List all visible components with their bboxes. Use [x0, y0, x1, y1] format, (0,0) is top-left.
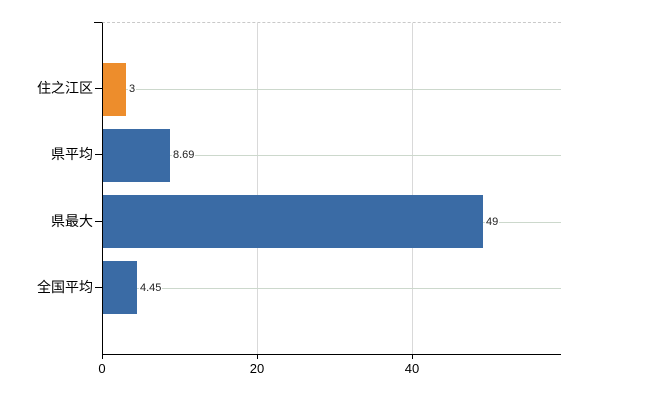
gridline-horizontal — [103, 155, 561, 156]
bar-value-label: 4.45 — [139, 281, 163, 295]
y-axis-category-label: 県平均 — [51, 146, 93, 162]
bar[interactable] — [103, 129, 170, 182]
bar[interactable] — [103, 195, 483, 248]
bar[interactable] — [103, 63, 126, 116]
y-axis-tick — [95, 221, 102, 222]
x-axis-tick — [102, 354, 103, 359]
gridline-horizontal — [103, 89, 561, 90]
x-axis-tick-label: 20 — [249, 361, 265, 376]
x-axis-tick — [257, 354, 258, 359]
bar-value-label: 3 — [128, 82, 137, 96]
x-axis-tick — [412, 354, 413, 359]
gridline-vertical — [257, 23, 258, 354]
y-axis-tick — [95, 287, 102, 288]
y-axis-tick — [95, 88, 102, 89]
y-axis-tick — [95, 154, 102, 155]
y-axis-category-label: 県最大 — [51, 213, 93, 229]
y-axis-category-label: 住之江区 — [37, 80, 93, 96]
gridline-horizontal — [103, 288, 561, 289]
gridline-vertical — [412, 23, 413, 354]
bar[interactable] — [103, 261, 137, 314]
bar-value-label: 49 — [485, 215, 500, 229]
plot-area: 3 8.69 49 4.45 — [102, 22, 561, 355]
bar-value-label: 8.69 — [172, 148, 196, 162]
y-axis-category-label: 全国平均 — [37, 279, 93, 295]
y-axis-top-tick — [94, 22, 102, 23]
x-axis-tick-label: 40 — [404, 361, 420, 376]
x-axis-tick-label: 0 — [98, 361, 106, 376]
